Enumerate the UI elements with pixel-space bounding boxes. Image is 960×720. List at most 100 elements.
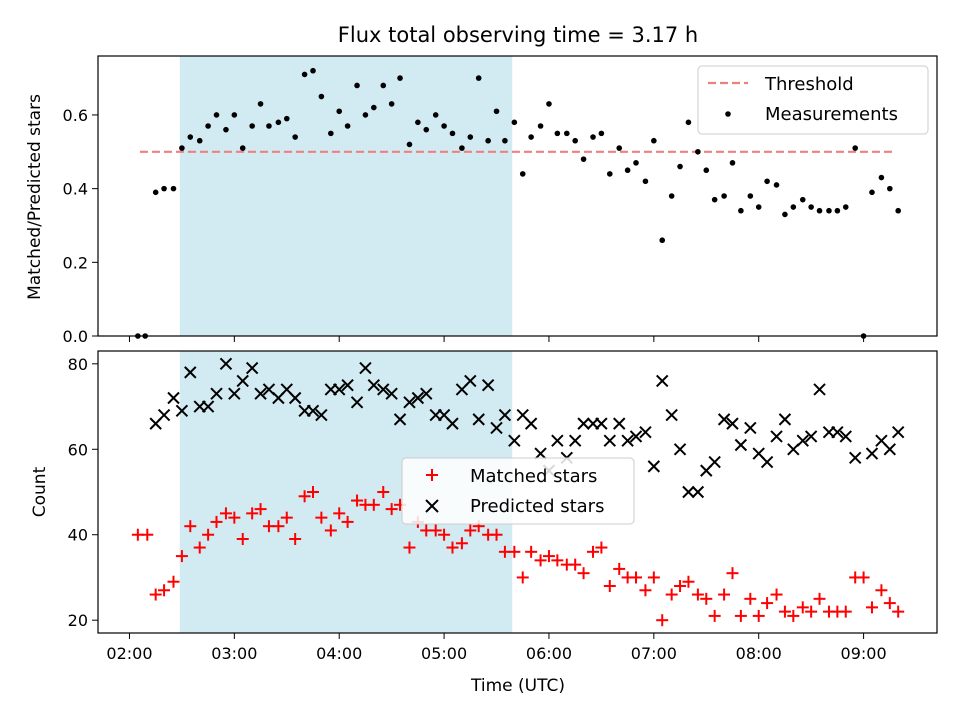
measurement-point <box>283 115 290 122</box>
measurement-point <box>475 75 482 81</box>
predicted-stars-point <box>839 430 852 443</box>
predicted-stars-point <box>770 430 783 443</box>
matched-stars-point <box>674 580 687 592</box>
predicted-stars-point <box>385 387 398 400</box>
measurement-point <box>292 134 298 140</box>
predicted-stars-point <box>350 396 364 409</box>
measurement-point <box>179 145 185 151</box>
measurement-point <box>537 123 544 129</box>
top-span-rect <box>179 56 513 336</box>
legend-predicted-label: Predicted stars <box>470 496 604 517</box>
predicted-stars-point <box>446 417 459 430</box>
xtick-label: 07:00 <box>631 644 677 663</box>
predicted-stars-point <box>236 374 249 388</box>
predicted-stars-point <box>673 443 687 456</box>
predicted-stars-point <box>481 378 495 392</box>
matched-stars-point <box>805 605 818 618</box>
measurement-point <box>310 67 316 74</box>
matched-stars-point <box>272 520 285 533</box>
xtick-label: 06:00 <box>526 644 572 663</box>
matched-stars-point <box>333 507 346 520</box>
measurement-point <box>651 137 657 144</box>
measurement-point <box>223 126 229 133</box>
measurement-point <box>344 123 351 129</box>
predicted-stars-point <box>341 378 354 392</box>
predicted-stars-point <box>306 404 320 418</box>
bottom-ytick-label: 80 <box>68 355 88 374</box>
top-panel: 0.0 0.2 0.4 0.6 Matched/Predicted stars Thr… <box>25 55 938 346</box>
measurement-point <box>493 108 500 115</box>
top-ylabel: Matched/Predicted stars <box>25 94 45 300</box>
predicted-stars-point <box>629 430 643 443</box>
matched-stars-point <box>647 571 660 584</box>
matched-stars-point <box>613 562 626 575</box>
measurement-point <box>738 207 744 214</box>
measurement-point <box>318 93 325 100</box>
predicted-stars-point <box>245 361 259 375</box>
matched-stars-point <box>892 605 905 618</box>
matched-stars-point <box>219 507 232 520</box>
measurement-point <box>554 130 561 137</box>
measurement-point <box>170 185 177 192</box>
measurement-point <box>397 75 403 81</box>
measurement-point <box>677 163 683 170</box>
top-axes: 0.0 0.2 0.4 0.6 <box>63 55 938 346</box>
predicted-stars-point <box>891 425 905 439</box>
matched-stars-point <box>141 528 154 541</box>
matched-stars-point <box>857 571 870 584</box>
measurement-point <box>668 193 675 199</box>
predicted-stars-point <box>157 408 171 422</box>
matched-stars-point <box>839 605 852 618</box>
predicted-stars-point <box>420 387 433 400</box>
measurement-point <box>528 134 534 140</box>
measurement-point <box>152 189 159 196</box>
legend-measurements-swatch <box>725 111 731 117</box>
matched-stars-point <box>813 592 826 605</box>
measurement-point <box>239 145 246 151</box>
predicted-stars-point <box>778 413 792 426</box>
matched-stars-point <box>446 541 459 554</box>
predicted-stars-point <box>315 408 328 422</box>
matched-stars-point <box>534 554 547 567</box>
predicted-stars-point <box>508 434 521 447</box>
matched-stars-point <box>875 584 888 597</box>
xtick-label: 02:00 <box>106 644 152 663</box>
matched-stars-point <box>551 554 564 567</box>
measurement-point <box>388 101 395 107</box>
measurement-point <box>773 182 780 188</box>
predicted-stars-point <box>577 417 590 430</box>
predicted-stars-point <box>254 387 267 400</box>
measurement-point <box>887 185 893 192</box>
predicted-stars-point <box>796 434 809 447</box>
legend-threshold-label: Threshold <box>764 74 854 95</box>
measurement-point <box>196 137 203 144</box>
predicted-stars-point <box>734 438 748 452</box>
predicted-stars-point <box>498 408 512 422</box>
matched-stars-point <box>796 601 809 614</box>
predicted-stars-point <box>603 434 616 447</box>
top-ytick-label: 0.4 <box>63 180 88 199</box>
bottom-ytick-label: 60 <box>68 440 88 459</box>
predicted-stars-point <box>490 421 503 435</box>
matched-stars-point <box>569 558 582 571</box>
bottom-axes-frame <box>97 350 938 634</box>
matched-stars-point <box>883 597 896 610</box>
matched-stars-series <box>131 486 905 627</box>
matched-stars-point <box>341 515 354 528</box>
top-axes-frame <box>97 55 938 337</box>
measurement-point <box>354 82 360 89</box>
matched-stars-point <box>587 545 600 558</box>
measurement-point <box>869 189 875 196</box>
matched-stars-point <box>351 494 364 507</box>
matched-stars-point <box>289 533 302 545</box>
predicted-stars-series <box>149 357 905 499</box>
measurement-point <box>826 207 832 214</box>
measurement-point <box>598 130 605 137</box>
matched-stars-point <box>193 541 206 554</box>
matched-stars-point <box>280 511 293 524</box>
predicted-stars-point <box>184 366 197 379</box>
top-ytick-label: 0.6 <box>63 106 88 125</box>
measurement-point <box>546 101 552 107</box>
matched-stars-point <box>202 528 215 541</box>
matched-stars-point <box>455 537 468 550</box>
